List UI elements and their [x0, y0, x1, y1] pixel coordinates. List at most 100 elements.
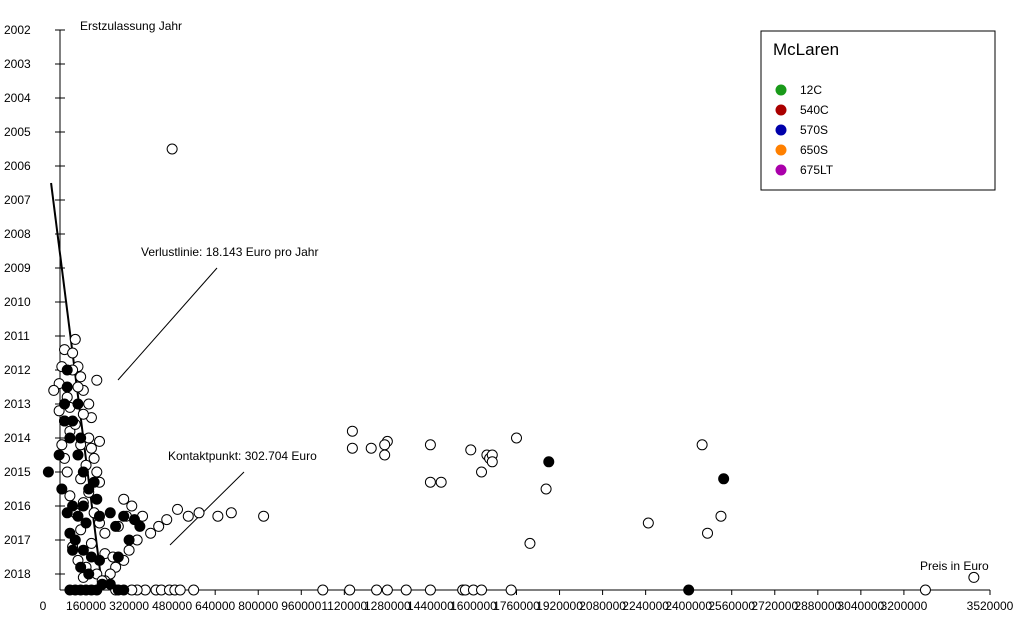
- data-point-filled: [75, 432, 87, 444]
- tick-labels: 2002 2003 2004 2005 2006 2007 2008 2009 2010 2011…: [4, 23, 1014, 613]
- data-point-open: [118, 493, 130, 505]
- data-point-filled: [118, 510, 130, 522]
- y-tick-label: 2003: [4, 57, 31, 71]
- data-point-filled: [118, 584, 130, 596]
- legend-swatch: [775, 144, 787, 156]
- data-point-open: [225, 507, 237, 519]
- data-point-open: [77, 408, 89, 420]
- data-point-open: [381, 584, 393, 596]
- data-point-filled: [91, 584, 103, 596]
- data-point-open: [505, 584, 517, 596]
- x-tick-label: 1280000: [364, 599, 411, 613]
- data-point-filled: [91, 493, 103, 505]
- x-tick-label: 1120000: [321, 599, 367, 613]
- data-point-open: [61, 466, 73, 478]
- x-tick-label: 1920000: [536, 599, 583, 613]
- data-point-open: [75, 371, 87, 383]
- data-point-filled: [72, 398, 84, 410]
- legend-swatch: [775, 104, 787, 116]
- data-point-open: [486, 456, 498, 468]
- data-point-open: [64, 490, 76, 502]
- x-tick-label: 640000: [195, 599, 235, 613]
- y-tick-label: 2012: [4, 363, 31, 377]
- data-point-open: [161, 514, 173, 526]
- data-point-open: [188, 584, 200, 596]
- x-tick-label: 2080000: [579, 599, 626, 613]
- legend-label: 675LT: [800, 163, 834, 177]
- legend-label: 570S: [800, 123, 828, 137]
- data-point-open: [145, 527, 157, 539]
- data-point-filled: [69, 534, 81, 546]
- data-point-open: [67, 347, 79, 359]
- data-point-open: [424, 476, 436, 488]
- legend: McLaren 12C 540C 570S 650S 675LT: [760, 30, 996, 191]
- x-tick-label: 2880000: [794, 599, 841, 613]
- kontakt-leader-line: [169, 471, 245, 546]
- data-point-open: [435, 476, 447, 488]
- y-tick-label: 2006: [4, 159, 31, 173]
- data-point-filled: [64, 432, 76, 444]
- data-point-open: [346, 442, 358, 454]
- x-tick-label: 1760000: [493, 599, 540, 613]
- legend-swatch: [775, 124, 787, 136]
- kontakt-annotation: Kontaktpunkt: 302.704 Euro: [168, 449, 317, 463]
- y-tick-label: 2010: [4, 295, 31, 309]
- data-point-open: [88, 452, 100, 464]
- y-tick-label: 2011: [4, 329, 30, 343]
- y-tick-label: 2014: [4, 431, 31, 445]
- x-tick-label: 2720000: [751, 599, 798, 613]
- data-point-filled: [75, 561, 87, 573]
- y-tick-label: 2016: [4, 499, 31, 513]
- data-point-open: [93, 435, 105, 447]
- x-tick-label: 800000: [238, 599, 278, 613]
- data-point-filled: [104, 507, 116, 519]
- legend-title: McLaren: [773, 40, 839, 59]
- data-point-filled: [83, 568, 95, 580]
- y-tick-label: 2008: [4, 227, 31, 241]
- x-tick-label: 160000: [66, 599, 106, 613]
- data-point-filled: [72, 510, 84, 522]
- x-tick-label: 1440000: [407, 599, 454, 613]
- x-axis-label: Preis in Euro: [920, 559, 989, 573]
- data-point-open: [193, 507, 205, 519]
- y-tick-label: 2017: [4, 533, 31, 547]
- data-point-filled: [67, 544, 79, 556]
- data-point-open: [365, 442, 377, 454]
- x-tick-label: 0: [40, 599, 47, 613]
- data-point-filled: [88, 476, 100, 488]
- data-point-open: [379, 449, 391, 461]
- data-point-filled: [59, 415, 71, 427]
- data-point-filled: [42, 466, 54, 478]
- x-tick-label: 320000: [109, 599, 149, 613]
- legend-box: [760, 30, 996, 191]
- x-tick-label: 2240000: [622, 599, 669, 613]
- data-point-filled: [77, 544, 89, 556]
- y-axis-label: Erstzulassung Jahr: [80, 19, 182, 33]
- y-tick-label: 2002: [4, 23, 31, 37]
- x-tick-label: 3200000: [881, 599, 928, 613]
- y-tick-label: 2018: [4, 567, 31, 581]
- x-tick-label: 960000: [281, 599, 321, 613]
- data-point-filled: [64, 584, 76, 596]
- data-point-filled: [128, 514, 140, 526]
- data-point-open: [91, 466, 103, 478]
- data-point-open: [166, 143, 178, 155]
- y-tick-label: 2015: [4, 465, 31, 479]
- data-point-filled: [112, 551, 124, 563]
- legend-label: 540C: [800, 103, 829, 117]
- data-point-filled: [104, 578, 116, 590]
- data-point-filled: [59, 398, 71, 410]
- data-point-open: [153, 520, 165, 532]
- data-point-open: [72, 381, 84, 393]
- verlust-annotation: Verlustlinie: 18.143 Euro pro Jahr: [141, 245, 318, 259]
- data-point-open: [85, 442, 97, 454]
- data-point-open: [174, 584, 186, 596]
- data-point-filled: [77, 466, 89, 478]
- legend-swatch: [775, 164, 787, 176]
- data-point-open: [511, 432, 522, 444]
- x-tick-label: 2400000: [665, 599, 712, 613]
- data-point-filled: [56, 483, 68, 495]
- data-point-open: [123, 544, 135, 556]
- data-point-open: [465, 444, 477, 456]
